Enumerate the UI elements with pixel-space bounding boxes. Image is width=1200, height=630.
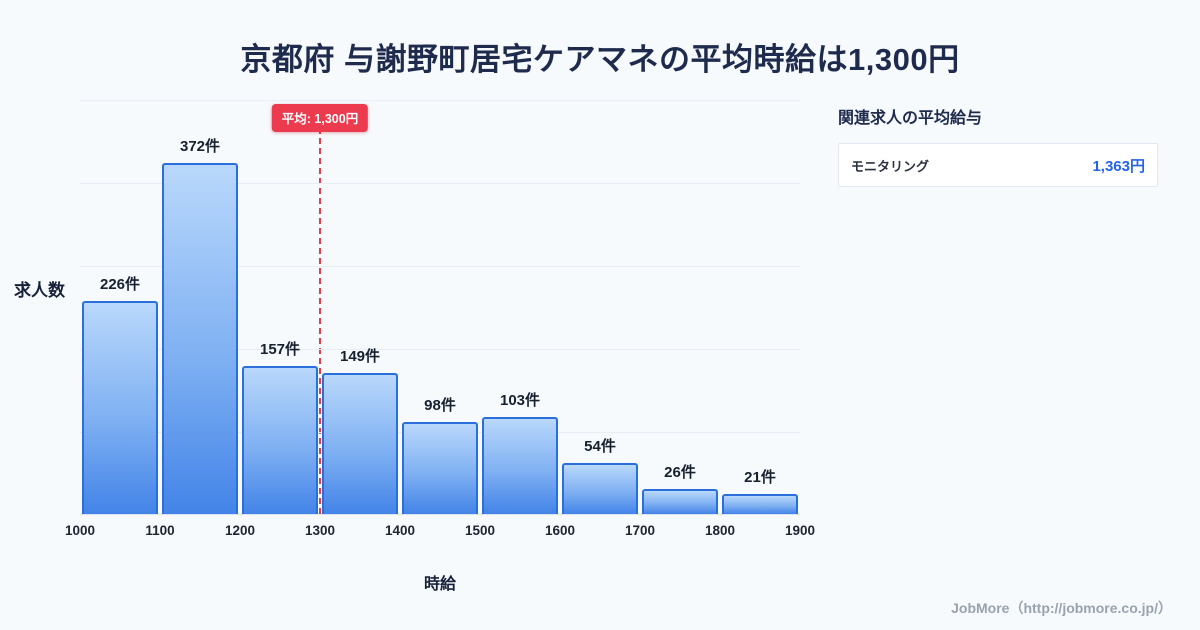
bar (162, 163, 238, 514)
x-tick-label: 1900 (784, 523, 816, 538)
bar (722, 494, 798, 514)
x-tick-label: 1300 (304, 523, 336, 538)
gridline (80, 266, 800, 267)
bar-value-label: 372件 (179, 138, 221, 155)
x-tick-label: 1200 (224, 523, 256, 538)
x-tick-label: 1100 (145, 523, 175, 538)
bar-value-label: 103件 (499, 392, 541, 409)
gridline (80, 100, 800, 101)
x-tick-label: 1500 (464, 523, 496, 538)
bar-value-label: 21件 (744, 469, 776, 486)
bar-value-label: 54件 (584, 438, 616, 455)
bar-value-label: 26件 (664, 464, 696, 481)
x-tick-label: 1600 (544, 523, 576, 538)
bar (562, 463, 638, 514)
related-salary-heading: 関連求人の平均給与 (838, 110, 983, 127)
bar-value-label: 157件 (259, 341, 301, 358)
average-badge: 平均: 1,300円 (271, 104, 369, 132)
average-line (319, 128, 321, 514)
page-title: 京都府 与謝野町居宅ケアマネの平均時給は1,300円 (240, 42, 960, 77)
y-axis-label: 求人数 (14, 281, 65, 300)
plot-area: 平均: 1,300円 226件 372件 157件 149件 98件 103件 54件 26件… (80, 100, 800, 515)
footer-credit: JobMore（http://jobmore.co.jp/） (951, 600, 1172, 616)
salary-row-value: 1,363円 (1092, 157, 1145, 175)
salary-card: モニタリング 1,363円 (838, 143, 1158, 187)
gridline (80, 183, 800, 184)
x-tick-label: 1400 (384, 523, 416, 538)
bar (642, 489, 718, 514)
bar (82, 301, 158, 514)
x-tick-label: 1000 (64, 523, 96, 538)
bar (482, 417, 558, 514)
x-axis-label: 時給 (423, 576, 457, 593)
bar-value-label: 149件 (339, 348, 381, 365)
bar (322, 373, 398, 514)
salary-row: モニタリング 1,363円 (839, 144, 1157, 186)
bar-value-label: 98件 (424, 397, 456, 414)
bar-value-label: 226件 (99, 276, 141, 293)
x-tick-label: 1800 (704, 523, 736, 538)
gridline (80, 349, 800, 350)
salary-row-label: モニタリング (851, 158, 930, 174)
x-axis-ticks: 1000 1100 1200 1300 1400 1500 1600 1700 1800 1900 (65, 523, 815, 543)
bar (242, 366, 318, 514)
bar (402, 422, 478, 514)
x-tick-label: 1700 (624, 523, 656, 538)
